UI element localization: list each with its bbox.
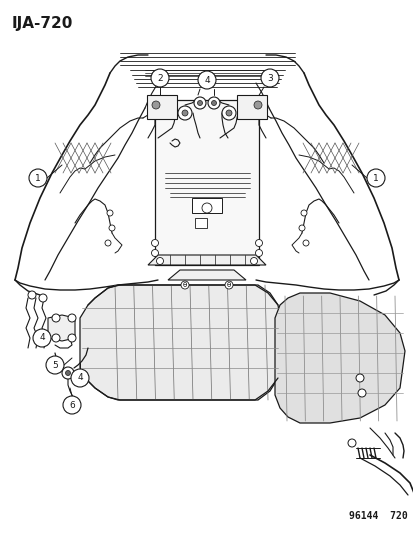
Circle shape: [71, 369, 89, 387]
Text: 4: 4: [204, 76, 209, 85]
Circle shape: [105, 240, 111, 246]
Circle shape: [255, 239, 262, 246]
Circle shape: [194, 97, 206, 109]
Circle shape: [178, 106, 192, 120]
Polygon shape: [48, 315, 75, 341]
Polygon shape: [274, 293, 404, 423]
Circle shape: [250, 257, 257, 264]
Circle shape: [355, 374, 363, 382]
Circle shape: [225, 110, 231, 116]
Circle shape: [302, 240, 308, 246]
Text: 2: 2: [157, 74, 162, 83]
Bar: [195, 218, 206, 228]
Text: θ: θ: [183, 282, 187, 288]
Text: 1: 1: [35, 174, 41, 182]
Circle shape: [151, 239, 158, 246]
Circle shape: [180, 281, 189, 289]
Circle shape: [151, 249, 158, 256]
Circle shape: [366, 169, 384, 187]
Circle shape: [255, 249, 262, 256]
Circle shape: [151, 69, 169, 87]
Circle shape: [29, 169, 47, 187]
Circle shape: [46, 356, 64, 374]
FancyBboxPatch shape: [236, 95, 266, 119]
Circle shape: [347, 439, 355, 447]
Text: 4: 4: [39, 334, 45, 343]
Circle shape: [182, 110, 188, 116]
Circle shape: [152, 101, 159, 109]
Text: 6: 6: [69, 400, 75, 409]
Circle shape: [65, 370, 70, 376]
Circle shape: [33, 329, 51, 347]
Circle shape: [260, 69, 278, 87]
Circle shape: [68, 314, 76, 322]
Circle shape: [221, 106, 235, 120]
Text: 1: 1: [372, 174, 378, 182]
Text: θ: θ: [226, 282, 230, 288]
Circle shape: [52, 334, 60, 342]
Circle shape: [224, 281, 233, 289]
FancyBboxPatch shape: [154, 100, 259, 265]
Text: 5: 5: [52, 360, 58, 369]
Bar: [192, 198, 221, 213]
Text: 4: 4: [77, 374, 83, 383]
Text: IJA-720: IJA-720: [12, 16, 73, 31]
Polygon shape: [168, 270, 245, 280]
Circle shape: [62, 367, 74, 379]
Text: 3: 3: [266, 74, 272, 83]
Circle shape: [197, 71, 216, 89]
Circle shape: [109, 225, 115, 231]
Circle shape: [300, 210, 306, 216]
Circle shape: [156, 257, 163, 264]
Circle shape: [28, 291, 36, 299]
Circle shape: [197, 101, 202, 106]
FancyBboxPatch shape: [147, 95, 177, 119]
Circle shape: [254, 101, 261, 109]
Polygon shape: [147, 255, 266, 265]
Text: 96144  720: 96144 720: [349, 511, 407, 521]
Circle shape: [202, 203, 211, 213]
Polygon shape: [80, 285, 279, 400]
Circle shape: [298, 225, 304, 231]
Circle shape: [39, 294, 47, 302]
Circle shape: [207, 97, 219, 109]
Circle shape: [357, 389, 365, 397]
Circle shape: [211, 101, 216, 106]
Circle shape: [52, 314, 60, 322]
Circle shape: [63, 396, 81, 414]
Circle shape: [107, 210, 113, 216]
Circle shape: [68, 334, 76, 342]
